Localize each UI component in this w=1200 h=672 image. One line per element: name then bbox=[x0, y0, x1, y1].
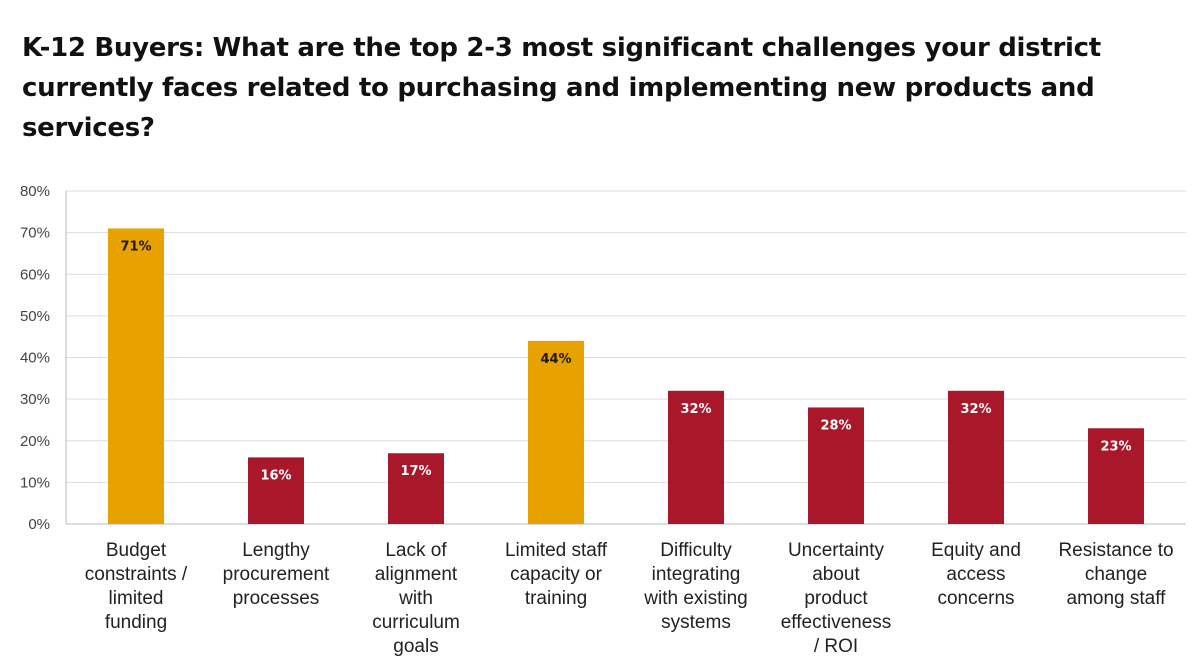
x-tick-label: procurement bbox=[223, 564, 330, 585]
x-tick-label: about bbox=[812, 564, 860, 585]
bar bbox=[1088, 428, 1144, 524]
bar bbox=[388, 453, 444, 524]
x-tick-label: effectiveness bbox=[781, 612, 892, 633]
bar bbox=[528, 340, 584, 524]
y-tick-label: 0% bbox=[28, 516, 50, 533]
data-label: 23% bbox=[1100, 439, 1131, 454]
x-tick-label: alignment bbox=[375, 564, 458, 585]
y-tick-label: 40% bbox=[20, 350, 50, 367]
data-label: 71% bbox=[120, 239, 151, 254]
x-tick-label: product bbox=[804, 588, 868, 609]
x-tick-label: curriculum bbox=[372, 612, 460, 633]
bar bbox=[948, 390, 1004, 524]
y-tick-label: 50% bbox=[20, 308, 50, 325]
data-label: 32% bbox=[960, 402, 991, 417]
x-tick-label: constraints / bbox=[85, 564, 188, 585]
x-tick-label: with existing bbox=[643, 588, 748, 609]
x-tick-label: among staff bbox=[1067, 588, 1167, 609]
x-tick-label: systems bbox=[661, 612, 731, 633]
data-label: 17% bbox=[400, 464, 431, 479]
x-tick-label: processes bbox=[233, 588, 320, 609]
data-label: 44% bbox=[540, 352, 571, 367]
x-tick-label: change bbox=[1085, 564, 1147, 585]
x-tick-label: training bbox=[525, 588, 587, 609]
x-tick-label: limited bbox=[109, 588, 164, 609]
x-tick-label: Limited staff bbox=[505, 540, 608, 561]
x-tick-label: goals bbox=[393, 636, 438, 657]
bar bbox=[808, 407, 864, 524]
x-tick-label: Resistance to bbox=[1058, 540, 1173, 561]
x-tick-label: Difficulty bbox=[660, 540, 732, 561]
data-label: 16% bbox=[260, 468, 291, 483]
x-tick-label: funding bbox=[105, 612, 167, 633]
y-tick-label: 30% bbox=[20, 391, 50, 408]
bar bbox=[668, 390, 724, 524]
x-tick-label: Equity and bbox=[931, 540, 1021, 561]
chart-title: K-12 Buyers: What are the top 2-3 most s… bbox=[22, 33, 1101, 143]
x-tick-label: Uncertainty bbox=[788, 540, 885, 561]
y-tick-label: 20% bbox=[20, 433, 50, 450]
y-tick-label: 80% bbox=[20, 183, 50, 200]
x-tick-label: integrating bbox=[652, 564, 741, 585]
x-tick-label: capacity or bbox=[510, 564, 603, 585]
x-tick-label: with bbox=[398, 588, 433, 609]
y-tick-label: 70% bbox=[20, 225, 50, 242]
x-tick-label: Budget bbox=[106, 540, 167, 561]
x-tick-label: Lengthy bbox=[242, 540, 310, 561]
data-label: 28% bbox=[820, 418, 851, 433]
data-label: 32% bbox=[680, 402, 711, 417]
x-tick-label: / ROI bbox=[814, 636, 858, 657]
x-tick-label: access bbox=[946, 564, 1005, 585]
bar bbox=[108, 228, 164, 524]
x-tick-label: concerns bbox=[937, 588, 1014, 609]
x-tick-label: Lack of bbox=[385, 540, 447, 561]
y-tick-label: 10% bbox=[20, 474, 50, 491]
y-tick-label: 60% bbox=[20, 266, 50, 283]
bar bbox=[248, 457, 304, 524]
